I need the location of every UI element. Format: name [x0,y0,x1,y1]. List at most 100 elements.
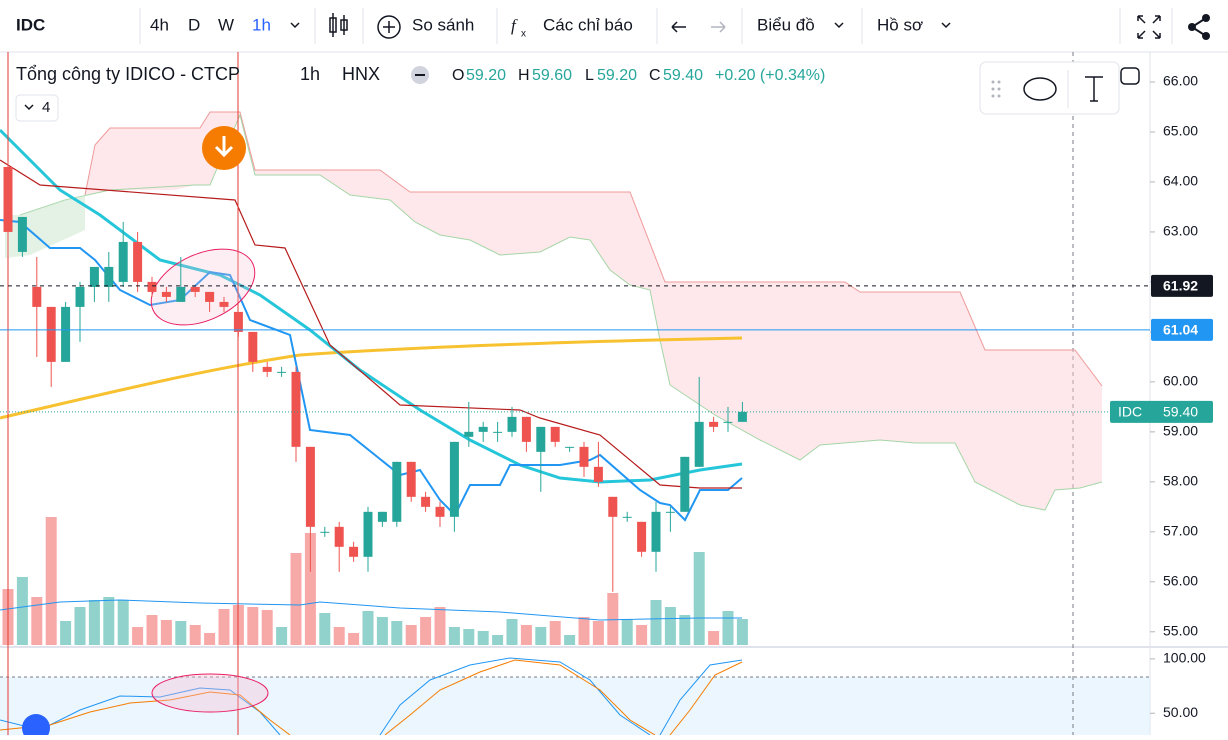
candle-body [147,281,157,292]
ohlc-label: O [452,67,464,84]
indicators-button[interactable]: Các chỉ báo [543,15,633,34]
ohlc-label: L [585,67,594,84]
volume-bar [679,615,691,645]
volume-bar [477,631,489,645]
volume-bar [175,621,187,645]
osc-tick-label: 100.00 [1163,650,1206,666]
dropdown-icon[interactable] [941,22,951,29]
dropdown-icon[interactable] [834,22,844,29]
ma-long [0,336,743,420]
candle-body [521,416,531,442]
candle-body [233,311,243,332]
candle-body [349,546,359,557]
drag-handle[interactable] [991,80,1001,98]
text-tool[interactable] [1085,76,1103,102]
candle-body [507,416,517,432]
candle-body [46,306,56,362]
legend-interval: 1h [300,64,320,84]
ohlc-value: 59.20 [466,67,506,84]
osc-tick-label: 50.00 [1163,704,1198,720]
profile-menu[interactable]: Hồ sơ [877,15,923,34]
volume-bar [664,607,676,645]
legend-name: Tổng công ty IDICO - CTCP [16,64,240,84]
floating-toolbar [979,61,1120,115]
volume-bar [391,621,403,645]
candle-body [363,511,373,557]
candle-body [435,506,445,517]
volume-bar [304,533,316,645]
volume-bar [564,635,576,645]
interval[interactable]: D [188,15,200,34]
volume-bar [376,617,388,645]
indicators-icon[interactable]: f [511,16,518,35]
price-badge [1151,318,1213,341]
stoch-k [0,657,743,736]
compare-button[interactable]: So sánh [412,15,474,34]
candle-body [723,421,733,423]
candle-body [377,511,387,522]
volume-bar [247,607,259,645]
indicators-icon-x: x [521,29,526,40]
price-tick-label: 66.00 [1163,73,1198,89]
candle-body [320,531,330,533]
price-tick-label: 65.00 [1163,123,1198,139]
candle-body [421,496,431,507]
candle-body [478,426,488,432]
redo-icon[interactable] [711,21,726,33]
volume-bar [146,615,158,645]
fullscreen-icon[interactable] [1137,15,1161,39]
ohlc-value: 59.40 [663,67,703,84]
candle-body [565,446,575,448]
last-price-badge [1110,400,1213,423]
candle-type-icon[interactable] [329,13,348,37]
indicator-count: 4 [42,99,50,116]
price-tick-label: 55.00 [1163,622,1198,638]
toolbar-separators [139,8,1173,44]
candle-body [277,371,287,373]
volume-bar [204,633,216,645]
symbol[interactable]: IDC [16,15,45,34]
highlight-ellipse [151,673,269,713]
volume-bar [45,517,57,645]
candle-body [464,431,474,437]
interval-active[interactable]: 1h [252,15,271,34]
candle-body [305,446,315,527]
interval[interactable]: 4h [150,15,169,34]
volume-bar [607,593,619,645]
volume-bar [319,613,331,645]
volume-bar [261,610,273,645]
volume-bar [362,611,374,645]
candle-body [133,241,143,282]
volume-bar [736,619,748,645]
candle-body [550,426,560,442]
candle-body [32,286,42,307]
volume-ma [0,599,742,621]
candle-body [737,411,747,422]
candle-body [622,516,632,518]
change: +0.20 (+0.34%) [715,67,825,84]
collapse-icon [24,104,34,111]
ellipse-tool[interactable] [1023,77,1057,101]
price-tick-label: 64.00 [1163,173,1198,189]
candle-body [104,266,114,287]
candle-body [17,216,27,252]
volume-bar [333,627,345,645]
volume-bar [434,607,446,645]
chart-menu[interactable]: Biểu đồ [757,15,815,34]
interval[interactable]: W [218,15,234,34]
volume-bar [722,611,734,645]
compare-icon[interactable] [377,15,401,39]
indicator-collapse[interactable] [15,94,59,122]
share-icon[interactable] [1188,14,1210,40]
volume-bar [218,609,230,645]
price-badge-label: 61.92 [1163,278,1198,294]
settings-icon[interactable] [1120,67,1140,85]
volume-bar [578,617,590,645]
candle-body [219,301,229,307]
dropdown-icon[interactable] [290,22,300,29]
price-tick-label: 60.00 [1163,373,1198,389]
candle-body [536,426,546,452]
candle-body [291,371,301,447]
undo-icon[interactable] [671,21,686,33]
candle-body [392,461,402,522]
